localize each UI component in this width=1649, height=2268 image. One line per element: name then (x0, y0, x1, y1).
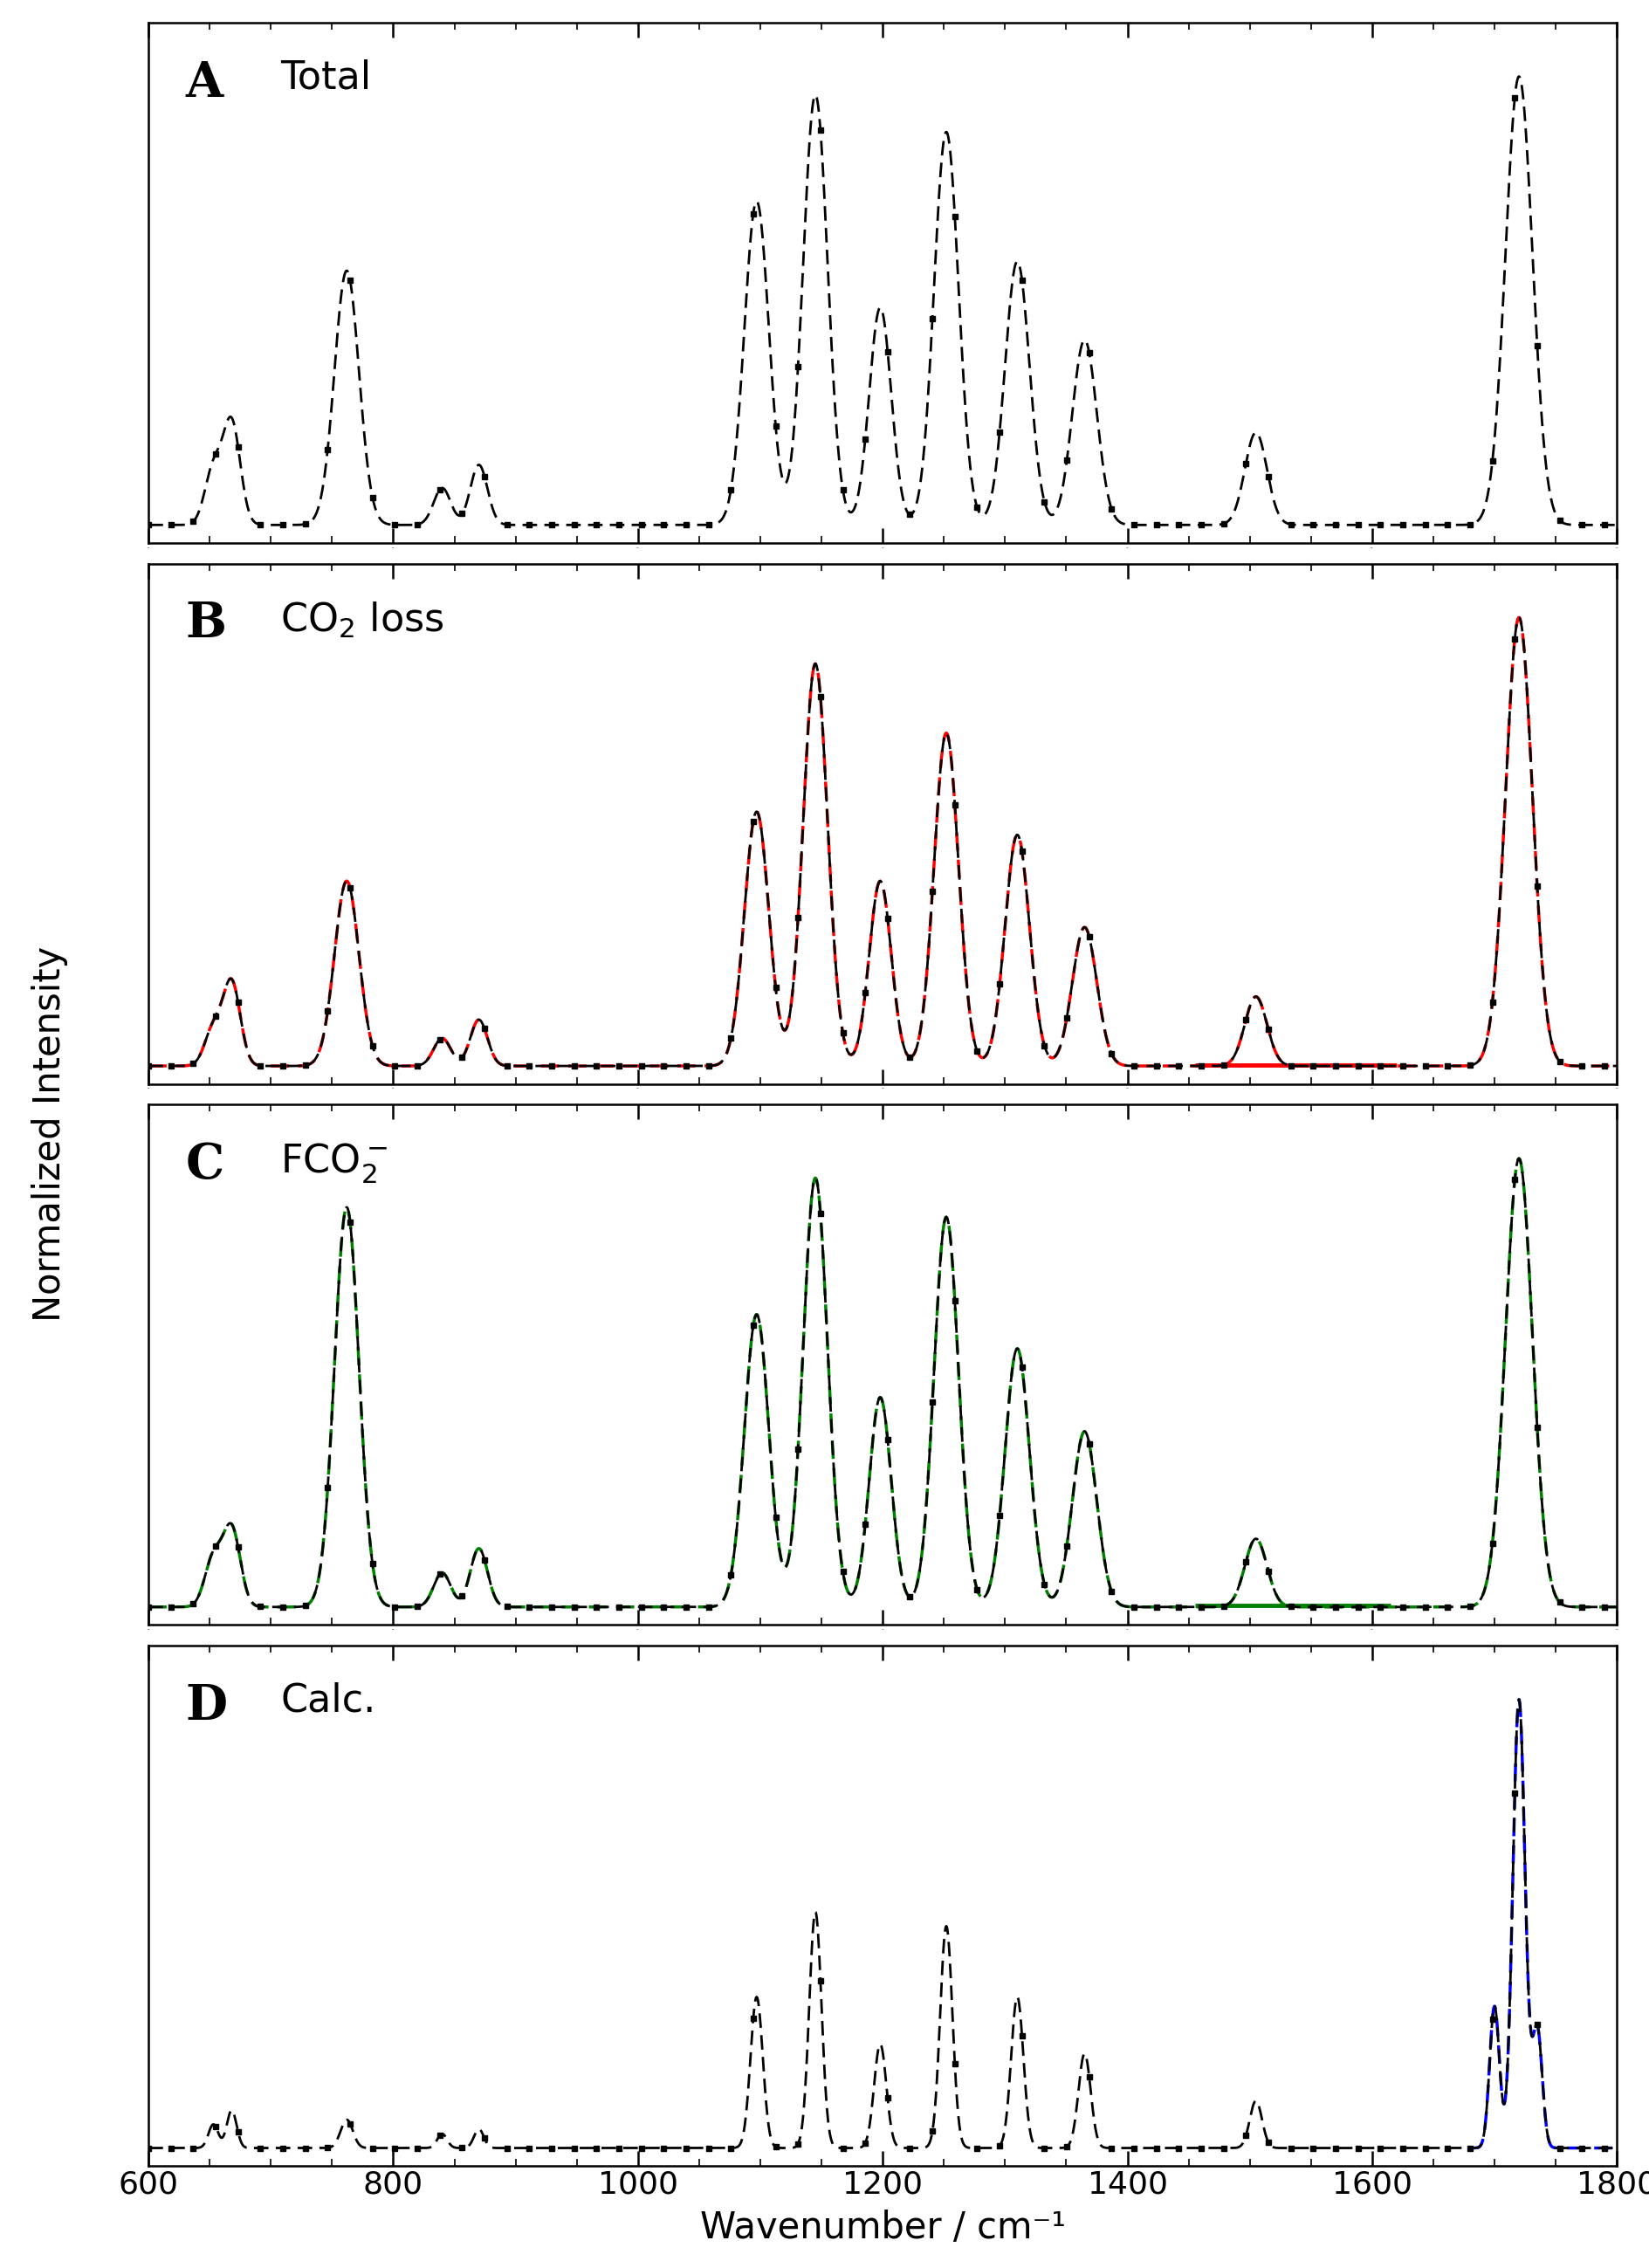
Text: Total: Total (280, 59, 371, 98)
Text: C: C (185, 1141, 224, 1188)
Text: CO$_2$ loss: CO$_2$ loss (280, 601, 444, 640)
Text: FCO$_2^-$: FCO$_2^-$ (280, 1141, 388, 1184)
Text: D: D (185, 1683, 228, 1730)
Text: Calc.: Calc. (280, 1683, 376, 1719)
X-axis label: Wavenumber / cm⁻¹: Wavenumber / cm⁻¹ (699, 2209, 1065, 2245)
Text: A: A (185, 59, 223, 107)
Text: Normalized Intensity: Normalized Intensity (31, 946, 68, 1322)
Text: B: B (185, 601, 226, 649)
